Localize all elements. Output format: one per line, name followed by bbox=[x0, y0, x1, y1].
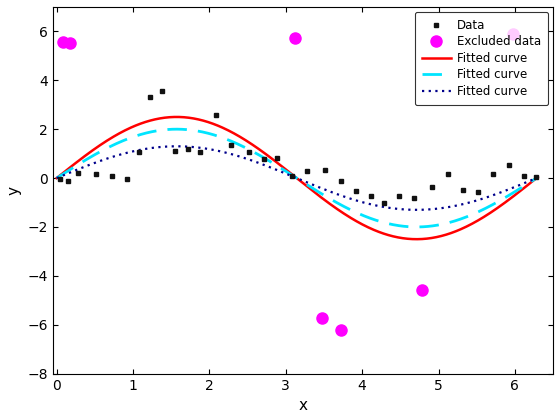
Data bbox=[93, 171, 100, 176]
Fitted curve bbox=[53, 176, 60, 181]
Fitted curve bbox=[534, 175, 541, 180]
Data bbox=[353, 188, 360, 193]
Line: Fitted curve: Fitted curve bbox=[57, 129, 538, 227]
Fitted curve bbox=[173, 127, 180, 132]
Fitted curve bbox=[286, 173, 292, 178]
Fitted curve bbox=[315, 184, 321, 189]
Data bbox=[304, 169, 310, 174]
Fitted curve bbox=[286, 171, 292, 176]
Data bbox=[395, 193, 402, 198]
Data bbox=[322, 168, 329, 173]
Fitted curve bbox=[534, 175, 541, 180]
Fitted curve bbox=[525, 181, 531, 186]
Data bbox=[410, 196, 417, 201]
Fitted curve bbox=[525, 179, 531, 184]
Data bbox=[74, 170, 81, 175]
Fitted curve bbox=[340, 204, 347, 209]
Excluded data bbox=[418, 288, 425, 293]
Data bbox=[273, 155, 280, 160]
Fitted curve bbox=[315, 189, 321, 194]
Data bbox=[212, 113, 219, 118]
Line: Excluded data: Excluded data bbox=[57, 29, 519, 336]
Data bbox=[380, 200, 387, 205]
Data bbox=[261, 157, 268, 162]
Data bbox=[444, 171, 451, 176]
Excluded data bbox=[59, 39, 66, 44]
Data bbox=[172, 148, 179, 153]
Legend: Data, Excluded data, Fitted curve, Fitted curve, Fitted curve: Data, Excluded data, Fitted curve, Fitte… bbox=[414, 12, 548, 105]
Y-axis label: y: y bbox=[7, 186, 22, 195]
Data bbox=[185, 147, 192, 152]
Fitted curve bbox=[340, 211, 347, 216]
Data bbox=[158, 89, 165, 94]
Data bbox=[429, 185, 436, 190]
Fitted curve bbox=[413, 224, 419, 229]
Excluded data bbox=[319, 315, 326, 320]
Excluded data bbox=[292, 36, 298, 41]
Data bbox=[108, 173, 115, 178]
Data bbox=[288, 173, 295, 178]
Fitted curve bbox=[283, 171, 290, 176]
Data bbox=[246, 149, 253, 154]
X-axis label: x: x bbox=[298, 398, 307, 413]
Fitted curve bbox=[413, 207, 419, 213]
Data bbox=[57, 177, 64, 182]
Fitted curve bbox=[53, 176, 60, 181]
Excluded data bbox=[67, 41, 74, 46]
Fitted curve bbox=[173, 144, 180, 149]
Line: Fitted curve: Fitted curve bbox=[57, 146, 538, 210]
Data bbox=[475, 190, 482, 195]
Excluded data bbox=[510, 32, 517, 37]
Fitted curve bbox=[340, 194, 347, 199]
Fitted curve bbox=[450, 219, 456, 224]
Fitted curve bbox=[53, 176, 60, 181]
Data bbox=[147, 94, 153, 100]
Data bbox=[65, 178, 72, 184]
Fitted curve bbox=[283, 167, 290, 172]
Data bbox=[521, 173, 528, 178]
Fitted curve bbox=[173, 114, 180, 119]
Fitted curve bbox=[413, 236, 419, 241]
Data bbox=[197, 149, 204, 154]
Data bbox=[136, 149, 142, 154]
Data bbox=[506, 163, 512, 168]
Data bbox=[460, 187, 466, 192]
Fitted curve bbox=[315, 192, 321, 197]
Data bbox=[124, 177, 130, 182]
Data bbox=[227, 142, 234, 147]
Fitted curve bbox=[286, 170, 292, 175]
Data bbox=[490, 171, 497, 176]
Excluded data bbox=[337, 328, 344, 333]
Fitted curve bbox=[534, 175, 541, 180]
Data bbox=[533, 174, 540, 179]
Fitted curve bbox=[525, 182, 531, 187]
Fitted curve bbox=[450, 204, 456, 209]
Data bbox=[368, 193, 375, 198]
Line: Fitted curve: Fitted curve bbox=[57, 117, 538, 239]
Line: Data: Data bbox=[58, 89, 539, 205]
Fitted curve bbox=[283, 169, 290, 174]
Data bbox=[337, 178, 344, 184]
Fitted curve bbox=[450, 230, 456, 235]
